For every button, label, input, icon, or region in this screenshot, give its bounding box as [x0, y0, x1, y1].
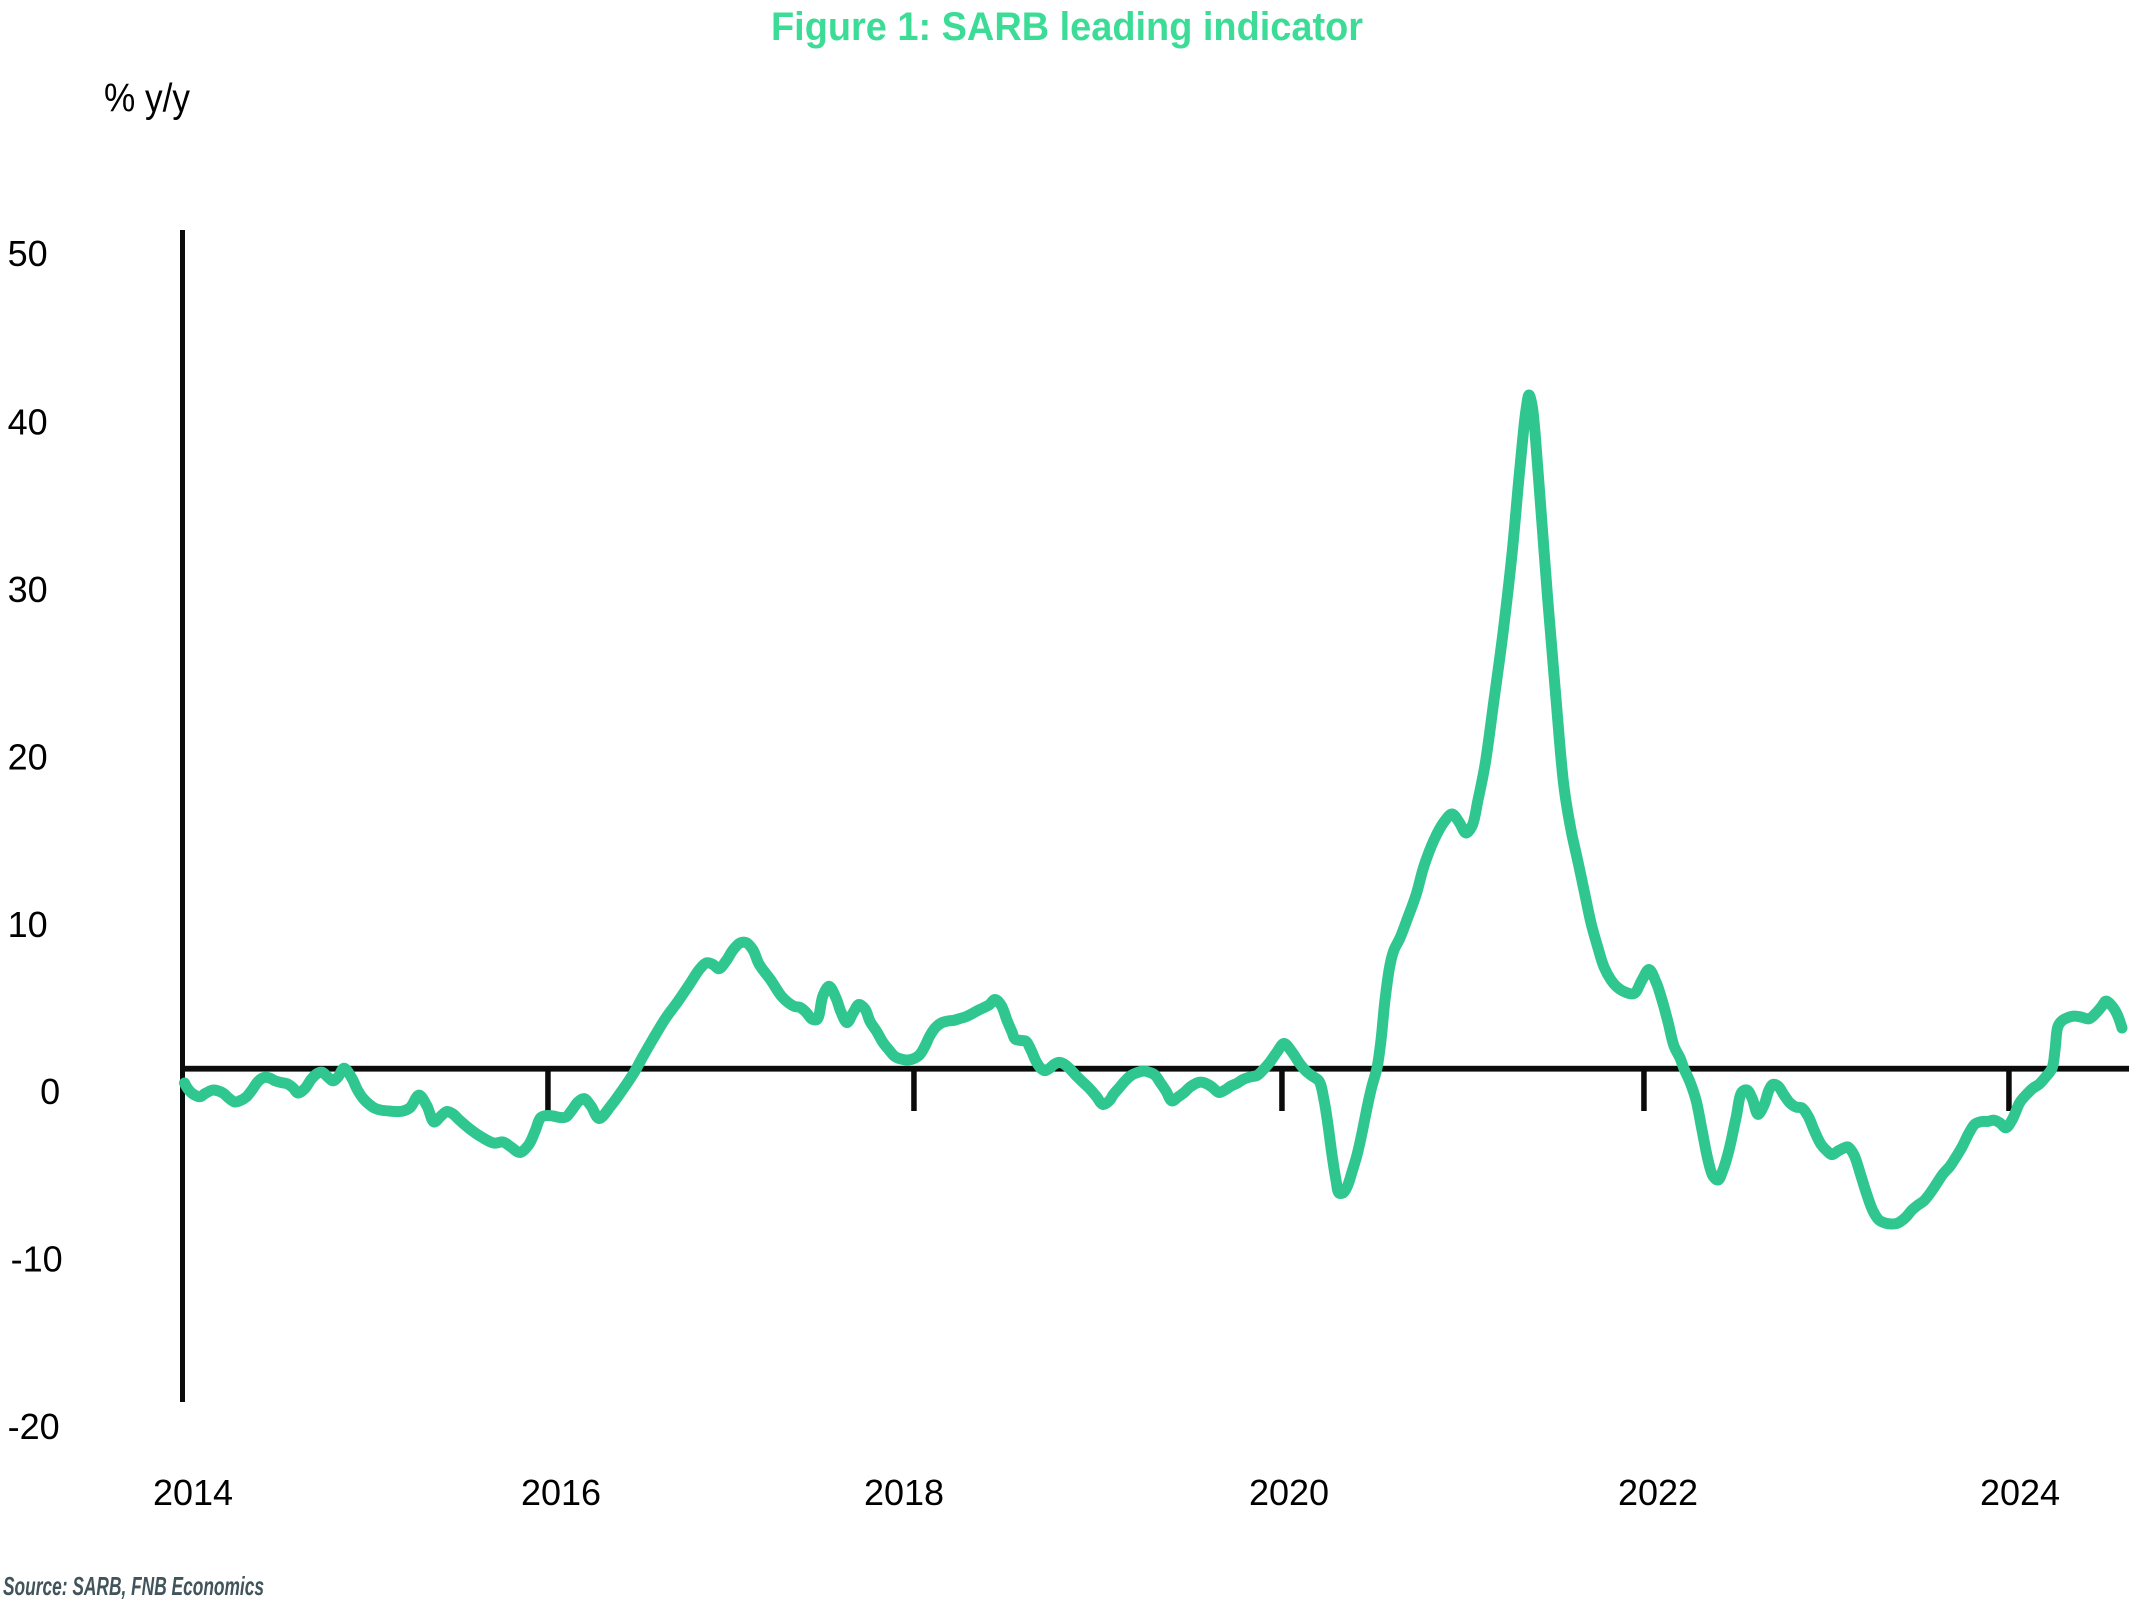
svg-text:Figure 1: SARB leading indicat: Figure 1: SARB leading indicator	[771, 5, 1363, 49]
svg-text:-10: -10	[11, 1239, 63, 1280]
svg-text:Source: SARB, FNB Economics: Source: SARB, FNB Economics	[3, 1571, 264, 1601]
svg-text:2024: 2024	[1980, 1472, 2060, 1513]
svg-text:10: 10	[8, 904, 48, 945]
svg-text:2018: 2018	[864, 1472, 944, 1513]
svg-text:2022: 2022	[1618, 1472, 1698, 1513]
svg-text:30: 30	[8, 569, 48, 610]
svg-text:2020: 2020	[1249, 1472, 1329, 1513]
svg-text:2014: 2014	[153, 1472, 233, 1513]
svg-text:20: 20	[8, 736, 48, 777]
svg-text:40: 40	[8, 401, 48, 442]
svg-text:50: 50	[8, 233, 48, 274]
svg-text:0: 0	[40, 1071, 60, 1112]
svg-text:2016: 2016	[521, 1472, 601, 1513]
svg-text:% y/y: % y/y	[104, 77, 190, 121]
svg-text:-20: -20	[8, 1406, 60, 1447]
